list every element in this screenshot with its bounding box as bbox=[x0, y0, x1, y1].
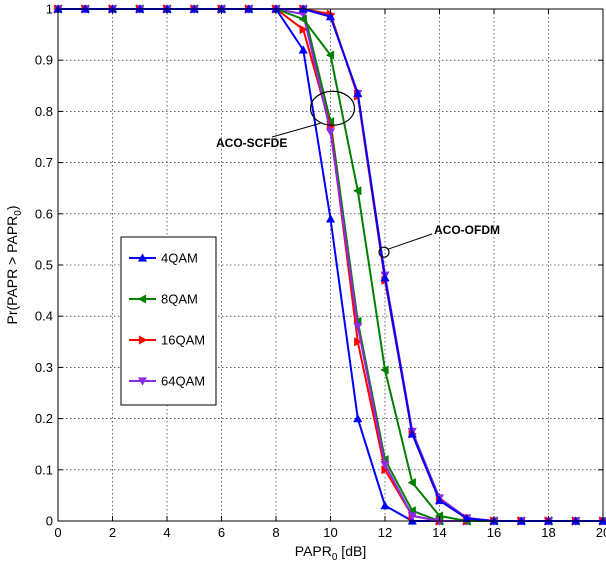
data-point-marker bbox=[353, 322, 363, 332]
y-tick-label: 0.3 bbox=[35, 360, 53, 375]
legend-marker bbox=[138, 335, 148, 345]
data-point-marker bbox=[380, 365, 389, 375]
axis-ticks: 0 2 4 6 8 10 12 14 16 18 20 0 0.1 0.2 0.3 0.4 0.5 0.6 0.7 0… bbox=[35, 2, 606, 541]
data-point-marker bbox=[353, 413, 363, 423]
x-tick-label: 12 bbox=[378, 525, 392, 540]
y-tick-label: 0 bbox=[46, 514, 53, 529]
data-point-marker bbox=[325, 11, 336, 21]
y-axis-label: Pr(PAPR > PAPR0) bbox=[4, 205, 24, 324]
x-tick-label: 2 bbox=[109, 525, 116, 540]
x-tick-label: 10 bbox=[323, 525, 337, 540]
legend-marker bbox=[137, 253, 148, 262]
data-point-marker bbox=[325, 128, 336, 137]
scfde-annotation-ellipse bbox=[309, 90, 356, 126]
x-tick-label: 4 bbox=[163, 525, 170, 540]
y-tick-label: 0.7 bbox=[35, 155, 53, 170]
y-tick-label: 0.4 bbox=[35, 309, 53, 324]
data-point-marker bbox=[380, 273, 390, 282]
data-point-marker bbox=[298, 45, 308, 54]
y-tick-label: 0.1 bbox=[35, 462, 53, 477]
data-point-marker bbox=[407, 477, 416, 488]
data-point-marker bbox=[407, 512, 417, 521]
x-tick-label: 14 bbox=[432, 525, 446, 540]
data-point-marker bbox=[434, 495, 445, 505]
x-tick-label: 20 bbox=[596, 525, 606, 540]
data-point-marker bbox=[380, 461, 390, 470]
y-tick-label: 0.5 bbox=[35, 258, 53, 273]
y-tick-label: 0.8 bbox=[35, 104, 53, 119]
x-tick-label: 8 bbox=[272, 525, 279, 540]
data-point-marker bbox=[462, 513, 472, 523]
y-axis-label-tail: ) bbox=[4, 205, 20, 210]
data-point-marker bbox=[299, 24, 308, 35]
annotations: ACO-SCFDE ACO-OFDM bbox=[216, 90, 500, 258]
ofdm-annotation-circle bbox=[378, 246, 390, 258]
data-point-marker bbox=[325, 50, 335, 60]
ofdm-annotation-label: ACO-OFDM bbox=[434, 223, 500, 237]
x-axis-label: PAPR0 [dB] bbox=[295, 543, 366, 563]
data-point-marker bbox=[298, 14, 307, 24]
legend-label: 64QAM bbox=[161, 374, 205, 389]
data-point-marker bbox=[353, 88, 363, 98]
y-tick-label: 0.6 bbox=[35, 206, 53, 221]
data-point-marker bbox=[380, 500, 390, 510]
y-axis-label-main: Pr(PAPR > PAPR bbox=[4, 216, 20, 325]
legend-box bbox=[120, 236, 217, 406]
x-tick-label: 6 bbox=[218, 525, 225, 540]
scfde-annotation-label: ACO-SCFDE bbox=[216, 136, 287, 150]
scfde-annotation-leader bbox=[271, 122, 321, 138]
ofdm-annotation-leader bbox=[387, 233, 433, 250]
x-tick-label: 18 bbox=[541, 525, 555, 540]
y-tick-label: 0.9 bbox=[35, 53, 53, 68]
data-point-marker bbox=[354, 337, 363, 347]
x-axis-label-tail: [dB] bbox=[337, 543, 366, 559]
y-axis-label-sub: 0 bbox=[13, 210, 24, 216]
data-point-marker bbox=[353, 186, 362, 196]
x-tick-label: 0 bbox=[54, 525, 61, 540]
y-tick-label: 1 bbox=[46, 2, 53, 17]
x-axis-label-sub: 0 bbox=[332, 552, 338, 563]
x-axis-label-main: PAPR bbox=[295, 543, 332, 559]
legend-label: 16QAM bbox=[161, 333, 205, 348]
data-point-marker bbox=[407, 429, 417, 438]
data-point-marker bbox=[325, 214, 336, 223]
legend-marker bbox=[137, 294, 147, 304]
legend-marker bbox=[137, 377, 148, 386]
legend: 4QAM 8QAM 16QAM 64QAM bbox=[120, 236, 217, 406]
legend-label: 4QAM bbox=[161, 251, 198, 266]
x-tick-label: 16 bbox=[487, 525, 501, 540]
y-tick-label: 0.2 bbox=[35, 411, 53, 426]
legend-label: 8QAM bbox=[161, 292, 198, 307]
